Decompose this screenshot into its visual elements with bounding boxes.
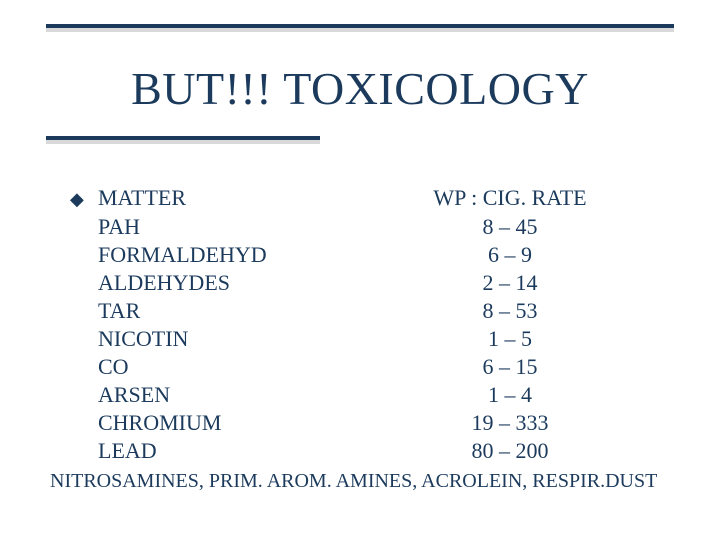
table-row: CHROMIUM 19 – 333 — [70, 409, 660, 437]
diamond-bullet-icon: ◆ — [70, 189, 84, 209]
table-row: LEAD 80 – 200 — [70, 437, 660, 465]
row-label: LEAD — [98, 437, 360, 465]
row-value: 6 – 15 — [360, 353, 660, 381]
row-value: 8 – 45 — [360, 213, 660, 241]
content-table: ◆ MATTER WP : CIG. RATE PAH 8 – 45 FORMA… — [70, 184, 660, 465]
row-label: ARSEN — [98, 381, 360, 409]
row-label: CHROMIUM — [98, 409, 360, 437]
title-underline-shadow — [46, 140, 320, 144]
header-left: MATTER — [98, 184, 360, 212]
table-row: CO 6 – 15 — [70, 353, 660, 381]
table-row: NICOTIN 1 – 5 — [70, 325, 660, 353]
row-value: 2 – 14 — [360, 269, 660, 297]
header-right: WP : CIG. RATE — [360, 184, 660, 212]
row-label: CO — [98, 353, 360, 381]
row-label: ALDEHYDES — [98, 269, 360, 297]
top-rule-shadow — [46, 28, 674, 32]
table-row: TAR 8 – 53 — [70, 297, 660, 325]
table-row: ALDEHYDES 2 – 14 — [70, 269, 660, 297]
row-value: 80 – 200 — [360, 437, 660, 465]
row-value: 1 – 5 — [360, 325, 660, 353]
row-value: 19 – 333 — [360, 409, 660, 437]
row-label: FORMALDEHYD — [98, 241, 360, 269]
title-underline — [46, 136, 320, 140]
row-label: NICOTIN — [98, 325, 360, 353]
slide-title: BUT!!! TOXICOLOGY — [0, 62, 720, 115]
table-row: FORMALDEHYD 6 – 9 — [70, 241, 660, 269]
row-label: TAR — [98, 297, 360, 325]
header-row: ◆ MATTER WP : CIG. RATE — [70, 184, 660, 213]
table-row: PAH 8 – 45 — [70, 213, 660, 241]
table-row: ARSEN 1 – 4 — [70, 381, 660, 409]
row-value: 8 – 53 — [360, 297, 660, 325]
footer-text: NITROSAMINES, PRIM. AROM. AMINES, ACROLE… — [50, 470, 690, 493]
row-value: 1 – 4 — [360, 381, 660, 409]
row-label: PAH — [98, 213, 360, 241]
row-value: 6 – 9 — [360, 241, 660, 269]
